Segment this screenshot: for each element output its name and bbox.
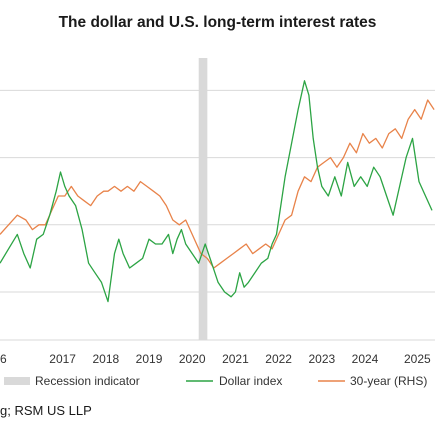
legend-label-recession: Recession indicator [35,374,140,388]
x-tick-label: 2017 [49,352,76,366]
series-line-30-year [0,99,435,269]
legend-label-30-year: 30-year (RHS) [350,374,427,388]
series-line-dollar-index [0,80,433,303]
gridlines [0,89,435,293]
x-tick-label: 6 [0,352,7,366]
x-tick-label: 2021 [222,352,249,366]
x-tick-label: 2020 [179,352,206,366]
legend-swatch-recession [4,377,30,385]
x-tick-label: 2019 [136,352,163,366]
x-axis-ticks: 6 2017 2018 2019 2020 2021 2022 2023 2024 2025 [0,352,431,366]
source-note: g; RSM US LLP [0,403,92,418]
x-tick-label: 2023 [308,352,335,366]
x-tick-label: 2018 [92,352,119,366]
x-tick-label: 2024 [352,352,379,366]
legend: Recession indicator Dollar index 30-year… [4,374,427,388]
legend-label-dollar-index: Dollar index [219,374,282,388]
recession-band [198,58,208,340]
x-tick-label: 2025 [404,352,431,366]
x-tick-label: 2022 [265,352,292,366]
chart-title: The dollar and U.S. long-term interest r… [58,14,377,31]
